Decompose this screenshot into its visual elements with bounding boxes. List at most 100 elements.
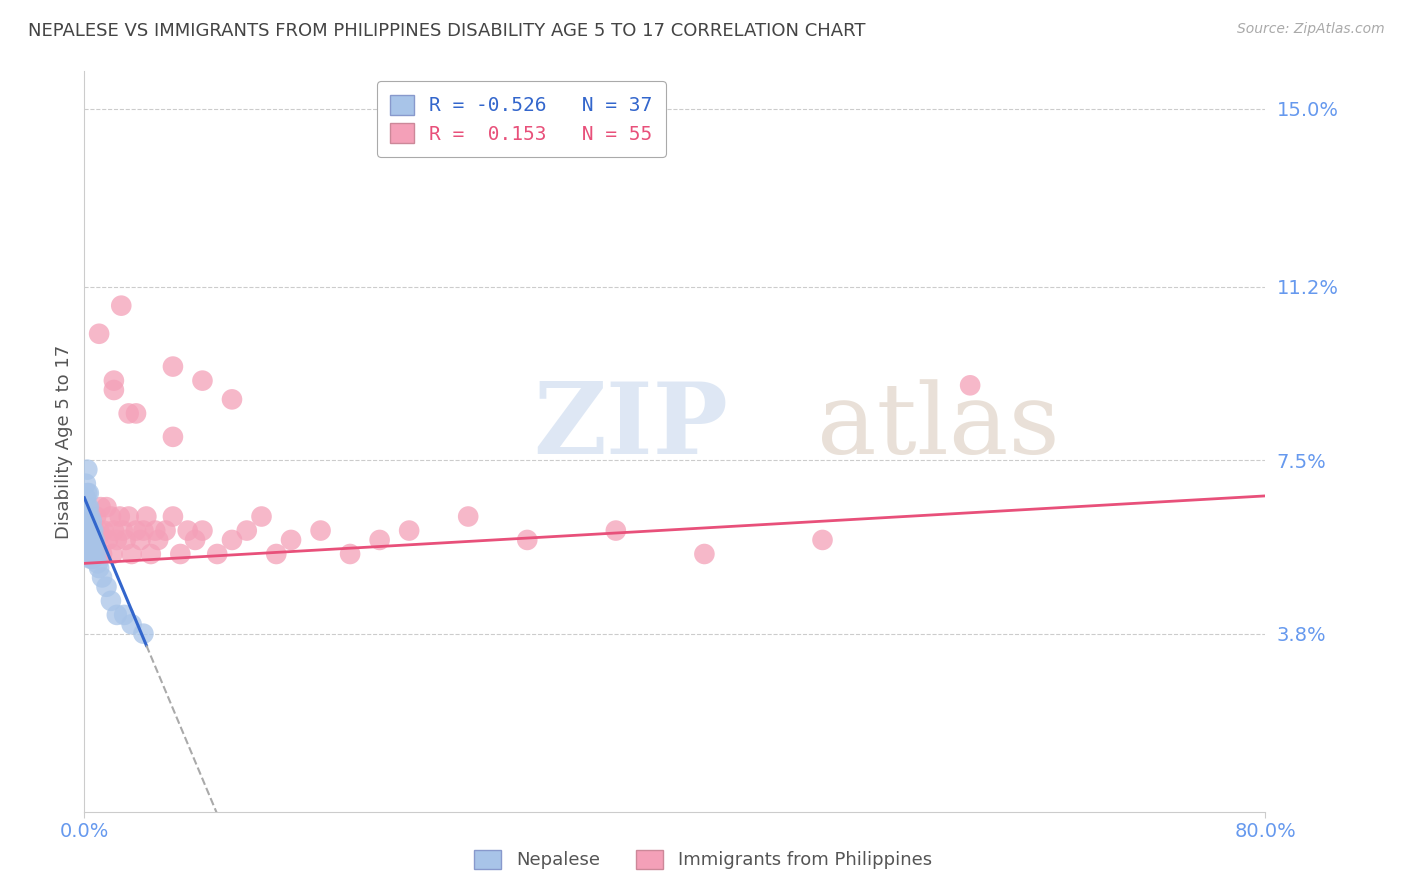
Point [76,486,98,500]
Point [75,509,97,524]
Point [91,570,114,584]
Point [79,509,101,524]
Point [103,524,125,538]
Point [191,524,214,538]
Point [280,533,302,547]
Text: ZIP: ZIP [533,378,728,475]
Point [77,500,100,515]
Point [309,524,332,538]
Point [76,524,98,538]
Point [162,430,184,444]
Point [96,580,118,594]
Point [105,533,128,547]
Point [129,533,152,547]
Point [82,524,104,538]
Point [87,524,111,538]
Point [125,524,148,538]
Point [82,533,104,547]
Point [83,524,105,538]
Point [83,533,105,547]
Point [221,392,243,407]
Point [96,500,118,515]
Point [80,551,103,566]
Point [177,524,200,538]
Point [76,463,98,477]
Point [155,524,177,538]
Point [111,524,134,538]
Point [110,299,132,313]
Point [83,547,105,561]
Point [75,491,97,505]
Point [80,547,103,561]
Point [100,594,122,608]
Point [811,533,834,547]
Point [143,524,166,538]
Point [118,509,141,524]
Point [959,378,981,392]
Point [135,509,157,524]
Legend: Nepalese, Immigrants from Philippines: Nepalese, Immigrants from Philippines [465,841,941,879]
Point [79,514,101,528]
Point [368,533,391,547]
Point [79,551,101,566]
Text: Source: ZipAtlas.com: Source: ZipAtlas.com [1237,22,1385,37]
Point [105,607,128,622]
Text: atlas: atlas [817,379,1059,475]
Point [90,500,112,515]
Point [97,533,120,547]
Point [132,626,155,640]
Point [82,538,104,552]
Point [169,547,191,561]
Point [235,524,259,538]
Point [77,514,100,528]
Point [339,547,361,561]
Point [76,500,98,515]
Point [77,547,100,561]
Point [398,524,420,538]
Y-axis label: Disability Age 5 to 17: Disability Age 5 to 17 [55,344,73,539]
Point [80,514,103,528]
Point [121,547,143,561]
Point [125,406,148,420]
Point [77,524,100,538]
Point [221,533,243,547]
Point [264,547,288,561]
Point [121,617,143,632]
Point [103,383,125,397]
Point [191,374,214,388]
Point [184,533,207,547]
Point [86,557,108,571]
Point [114,533,136,547]
Point [457,509,479,524]
Point [75,476,97,491]
Point [112,607,135,622]
Point [86,533,108,547]
Point [139,547,162,561]
Point [77,486,100,500]
Point [77,538,100,552]
Point [605,524,627,538]
Point [80,538,103,552]
Point [103,374,125,388]
Point [79,538,101,552]
Point [101,547,124,561]
Point [250,509,273,524]
Point [84,509,107,524]
Point [84,547,107,561]
Point [516,533,538,547]
Point [162,359,184,374]
Point [162,509,184,524]
Point [100,509,122,524]
Point [76,533,98,547]
Point [87,561,111,575]
Point [82,551,104,566]
Point [132,524,155,538]
Point [205,547,228,561]
Point [93,524,115,538]
Point [80,524,103,538]
Point [79,524,101,538]
Point [87,326,111,341]
Point [91,547,114,561]
Point [148,533,170,547]
Point [76,533,98,547]
